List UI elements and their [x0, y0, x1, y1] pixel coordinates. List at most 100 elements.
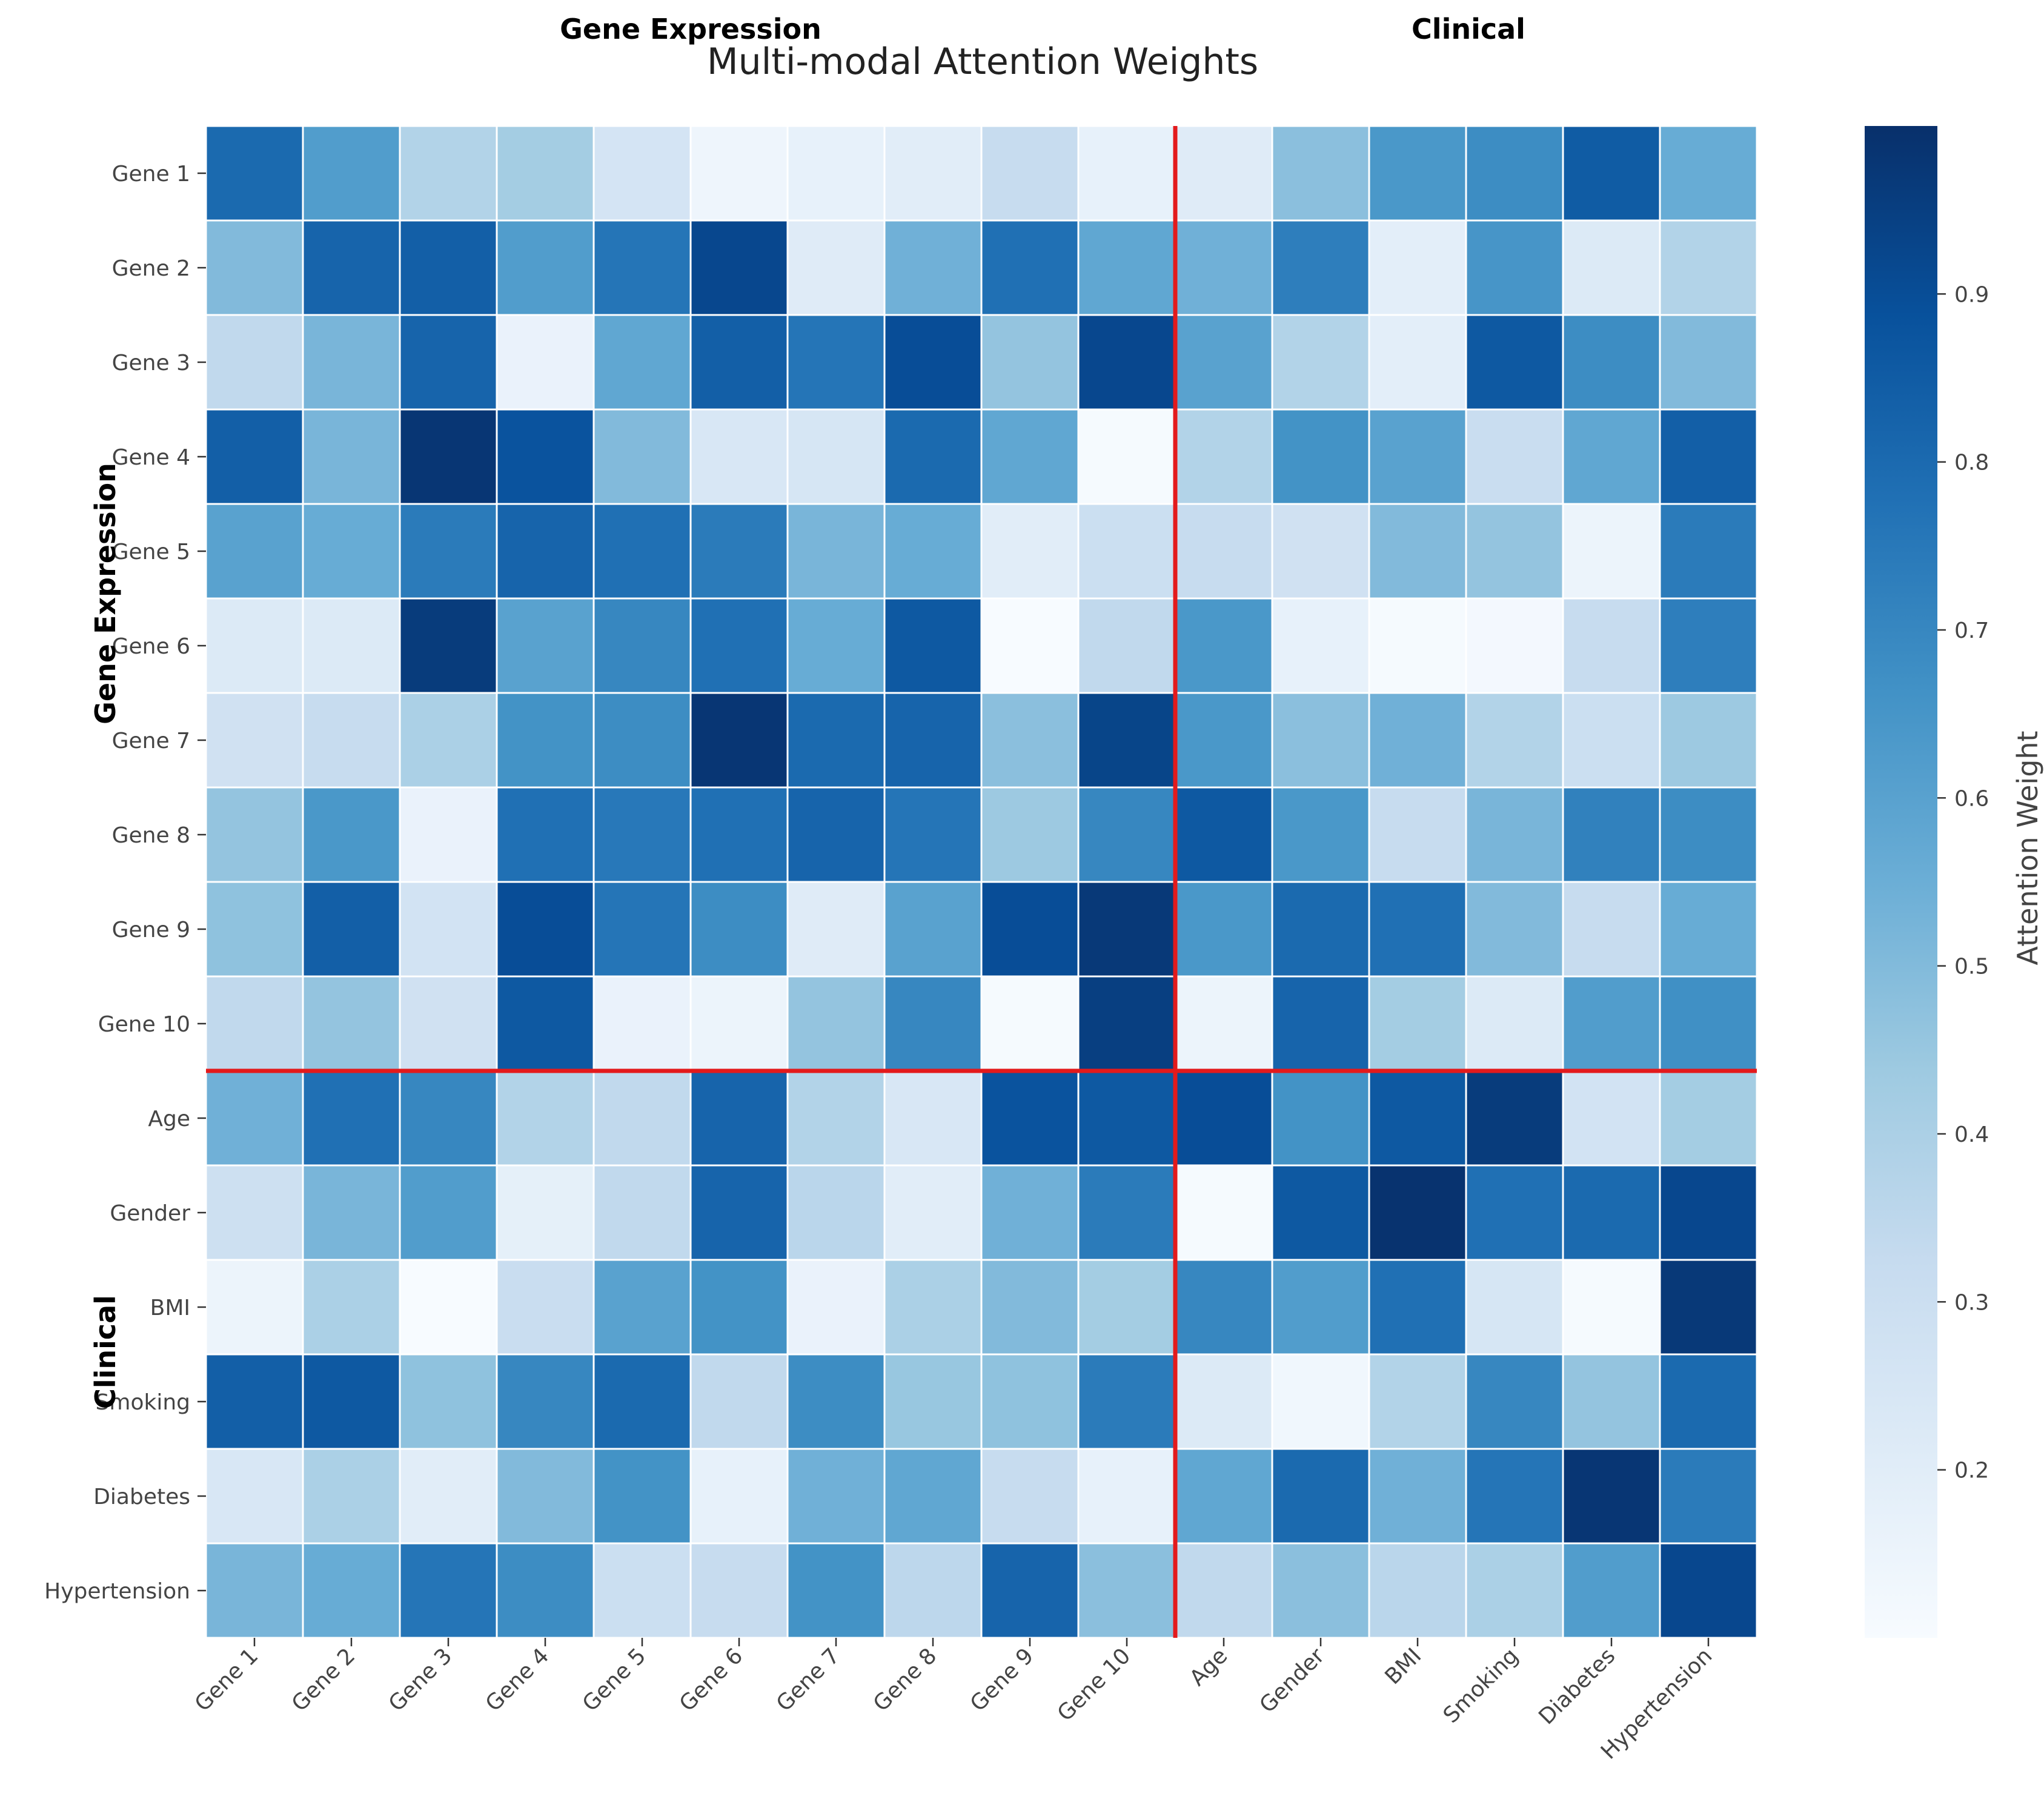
heatmap-cell [302, 125, 401, 222]
heatmap-cell [496, 1542, 595, 1639]
heatmap-cell [496, 125, 595, 222]
heatmap-cell [399, 786, 498, 883]
heatmap-cell [883, 503, 983, 600]
heatmap-cell [399, 1542, 498, 1639]
heatmap-cell [1077, 692, 1176, 789]
heatmap-cell [496, 692, 595, 789]
heatmap-cell [1368, 881, 1467, 978]
heatmap-cell [592, 786, 692, 883]
heatmap-cell [689, 1542, 789, 1639]
colorbar-tick-label: 0.6 [1954, 786, 1989, 811]
heatmap-cell [399, 692, 498, 789]
heatmap-cell [205, 408, 304, 505]
column-label: Gene 10 [1053, 1643, 1136, 1726]
heatmap-cell [1174, 125, 1273, 222]
heatmap-cell [689, 408, 789, 505]
row-label: Diabetes [93, 1485, 190, 1509]
heatmap-cell [302, 1542, 401, 1639]
column-label: Diabetes [1534, 1643, 1620, 1729]
heatmap-cell [496, 1353, 595, 1450]
heatmap-cell [786, 125, 886, 222]
heatmap-cell [786, 786, 886, 883]
heatmap-cell [1465, 1542, 1564, 1639]
heatmap-cell [883, 1353, 983, 1450]
row-label: Gene 9 [112, 918, 190, 942]
heatmap-cell [786, 408, 886, 505]
heatmap-cell [689, 125, 789, 222]
heatmap-cell [1659, 786, 1758, 883]
heatmap-cell [1562, 786, 1661, 883]
heatmap-cell [1368, 1448, 1467, 1545]
colorbar: 0.2 0.3 0.4 0.5 0.6 0.7 0.8 0.9 [1865, 126, 1989, 1638]
column-label: Gene 4 [481, 1643, 554, 1716]
heatmap-cell [1077, 1448, 1176, 1545]
heatmap-cell [205, 1448, 304, 1545]
row-label: Gene 4 [112, 445, 190, 470]
heatmap-cell [592, 408, 692, 505]
heatmap-cell [496, 786, 595, 883]
group-label-top-gene-expression: Gene Expression [560, 13, 821, 45]
heatmap-cell [1465, 1164, 1564, 1261]
heatmap-cell [1368, 125, 1467, 222]
heatmap-cell [883, 975, 983, 1072]
heatmap-cell [1368, 1259, 1467, 1356]
heatmap-cell [1562, 1164, 1661, 1261]
heatmap-cell [689, 786, 789, 883]
colorbar-tick-label: 0.9 [1954, 282, 1989, 307]
heatmap-cell [689, 1353, 789, 1450]
row-label: Hypertension [44, 1579, 190, 1604]
column-label: Gene 7 [772, 1643, 844, 1716]
heatmap-cell [1562, 1448, 1661, 1545]
heatmap-cell [883, 692, 983, 789]
row-label: BMI [150, 1296, 190, 1320]
heatmap-cell [1562, 975, 1661, 1072]
heatmap-cell [1368, 314, 1467, 411]
heatmap-cell [1174, 408, 1273, 505]
row-label: Gene 3 [112, 351, 190, 376]
column-label: Gene 9 [966, 1643, 1038, 1716]
row-label: Gene 6 [112, 634, 190, 659]
heatmap-cell [1368, 219, 1467, 316]
heatmap-cell [1174, 503, 1273, 600]
heatmap-cell [1562, 1259, 1661, 1356]
column-label: Gene 6 [675, 1643, 748, 1716]
heatmap-cell [1174, 975, 1273, 1072]
heatmap-cell [302, 1259, 401, 1356]
heatmap-cell [883, 219, 983, 316]
heatmap-cell [1174, 1070, 1273, 1167]
heatmap-cell [592, 314, 692, 411]
heatmap-cell [1271, 1448, 1370, 1545]
heatmap-cell [1562, 1542, 1661, 1639]
heatmap-cell [1368, 408, 1467, 505]
heatmap-cell [786, 1542, 886, 1639]
heatmap-cell [689, 975, 789, 1072]
heatmap-cell [980, 786, 1080, 883]
heatmap-cell [980, 219, 1080, 316]
heatmap-cell [592, 125, 692, 222]
heatmap-cell [1174, 692, 1273, 789]
heatmap-cell [302, 503, 401, 600]
heatmap-cell [1174, 786, 1273, 883]
heatmap-cell [302, 314, 401, 411]
column-label: Gender [1255, 1643, 1330, 1718]
heatmap-cell [1368, 1164, 1467, 1261]
heatmap-cell [592, 1542, 692, 1639]
heatmap-cell [399, 1353, 498, 1450]
heatmap-cell [1271, 597, 1370, 694]
heatmap-cell [399, 314, 498, 411]
heatmap-cell [1174, 597, 1273, 694]
heatmap-cell [1368, 786, 1467, 883]
heatmap-cell [399, 1070, 498, 1167]
heatmap-cell [1659, 1542, 1758, 1639]
heatmap-cell [1465, 975, 1564, 1072]
heatmap-cell [689, 219, 789, 316]
heatmap-cell [592, 975, 692, 1072]
heatmap-cell [689, 1259, 789, 1356]
heatmap-cell [980, 692, 1080, 789]
heatmap-cell [1077, 1164, 1176, 1261]
heatmap-cell [496, 1448, 595, 1545]
colorbar-tick-label: 0.2 [1954, 1459, 1989, 1483]
heatmap-cell [980, 597, 1080, 694]
heatmap-cell [980, 881, 1080, 978]
group-label-left-clinical: Clinical [89, 1295, 122, 1409]
